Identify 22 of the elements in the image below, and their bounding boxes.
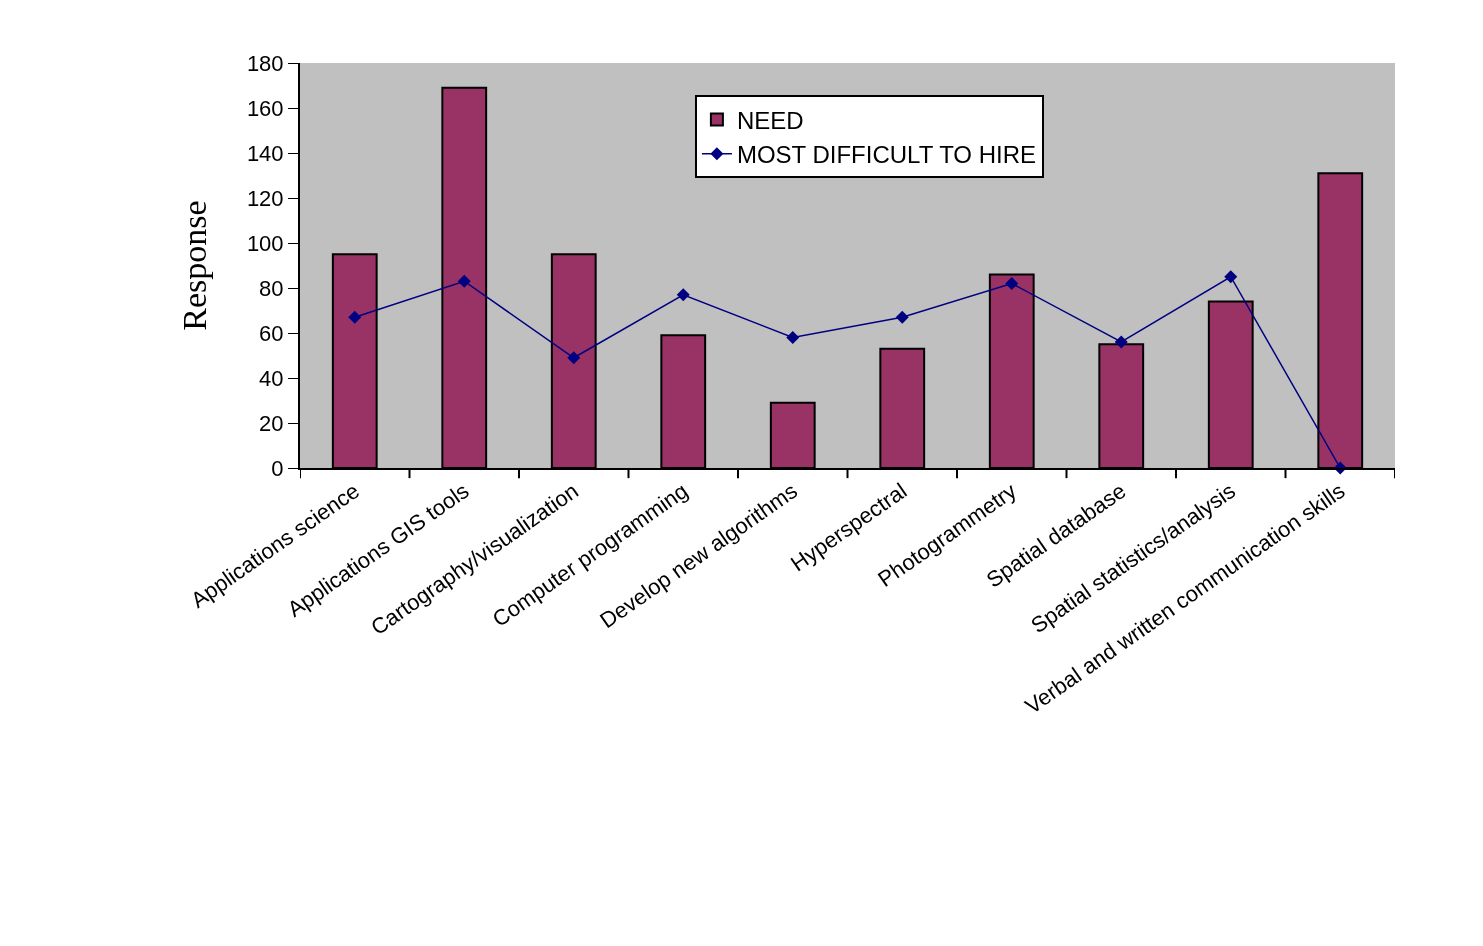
point (457, 274, 471, 288)
point (1114, 335, 1128, 349)
point (567, 351, 581, 365)
y-tick-label: 20 (259, 410, 284, 436)
y-tick-label: 140 (246, 140, 284, 166)
point (786, 331, 800, 344)
y-tick-label: 160 (246, 95, 284, 121)
point (1224, 270, 1238, 284)
y-tick-label: 0 (271, 455, 284, 481)
legend-label: MOST DIFFICULT TO HIRE (736, 141, 1037, 169)
y-tick-label: 60 (259, 320, 284, 346)
y-tick-label: 80 (259, 275, 284, 301)
y-tick-label: 100 (246, 230, 284, 256)
legend-label: NEED (736, 106, 804, 134)
y-tick-label: 40 (259, 365, 284, 391)
y-tick-label: 180 (246, 50, 284, 76)
y-tick-label: 120 (246, 185, 284, 211)
point (676, 288, 690, 302)
y-axis-title: Response (175, 200, 213, 331)
point (895, 310, 909, 324)
point (348, 310, 362, 324)
point (1005, 277, 1019, 290)
